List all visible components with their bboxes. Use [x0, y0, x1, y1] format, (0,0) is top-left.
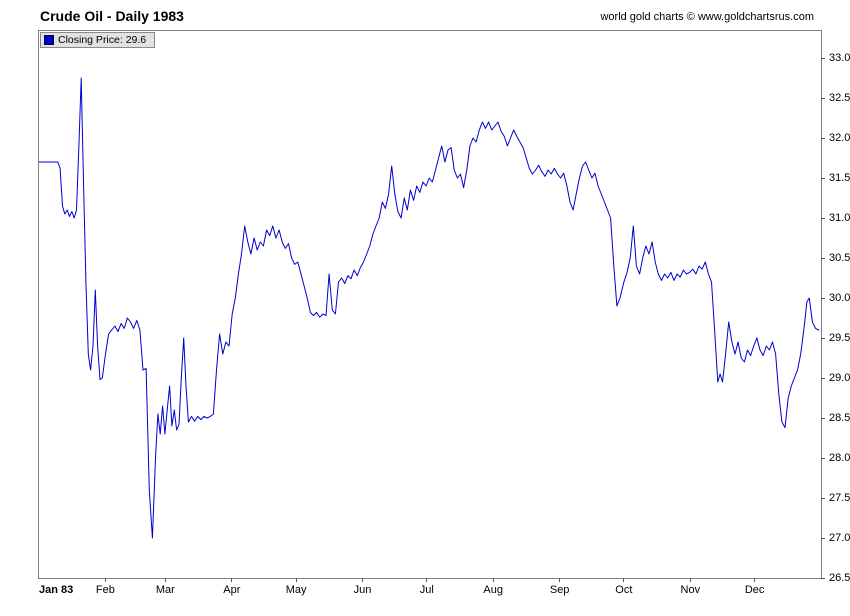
x-tick-mark	[362, 578, 363, 582]
page-title: Crude Oil - Daily 1983	[40, 8, 184, 24]
y-tick-mark	[821, 377, 825, 379]
y-tick-label: 32.0	[829, 132, 850, 144]
y-tick-label: 27.0	[829, 532, 850, 544]
x-tick-mark	[426, 578, 428, 582]
y-tick-mark	[821, 177, 825, 179]
y-tick-mark	[821, 337, 825, 339]
y-tick-label: 30.0	[829, 292, 850, 304]
x-tick-mark	[295, 578, 297, 582]
chart-plot-area: Closing Price: 29.6 26.5 27.0 27.5 28.0 28.5…	[38, 30, 850, 596]
y-tick-mark	[821, 457, 825, 459]
legend-swatch-icon	[44, 35, 54, 45]
y-tick-mark	[821, 417, 825, 419]
y-tick-label: 32.5	[829, 92, 850, 104]
y-tick-mark	[821, 297, 825, 299]
price-line	[39, 77, 820, 539]
attribution-text: world gold charts © www.goldchartsrus.co…	[600, 11, 814, 23]
y-tick-mark	[821, 217, 825, 219]
y-tick-label: 28.5	[829, 412, 850, 424]
x-tick-label: Sep	[549, 584, 570, 596]
legend-label: Closing Price: 29.6	[58, 34, 147, 46]
x-tick-label: Aug	[483, 584, 503, 596]
y-tick-label: 28.0	[829, 452, 850, 464]
y-tick-mark	[821, 257, 825, 259]
y-tick-label: 27.5	[829, 492, 850, 504]
x-tick-label: Apr	[223, 584, 241, 596]
x-tick-label: Jun	[353, 584, 372, 596]
y-tick-mark	[821, 537, 825, 539]
x-tick-mark	[164, 578, 166, 582]
x-tick-label: Dec	[744, 584, 765, 596]
price-chart-svg	[39, 77, 820, 539]
x-tick-label: May	[285, 584, 307, 596]
y-tick-label: 31.0	[829, 212, 850, 224]
y-tick-label: 29.5	[829, 332, 850, 344]
y-tick-mark	[821, 497, 825, 499]
y-tick-label: 26.5	[829, 572, 850, 584]
x-tick-label: Jul	[419, 584, 434, 596]
x-tick-label: Feb	[95, 584, 115, 596]
legend: Closing Price: 29.6	[40, 32, 156, 48]
y-tick-mark	[821, 57, 825, 59]
x-tick-label: Mar	[155, 584, 175, 596]
y-tick-label: 31.5	[829, 172, 850, 184]
x-tick-label: Nov	[680, 584, 701, 596]
x-tick-mark	[104, 578, 106, 582]
y-tick-label: 33.0	[829, 52, 850, 64]
x-tick-mark	[689, 578, 691, 582]
x-tick-mark	[623, 578, 625, 582]
y-tick-mark	[821, 97, 825, 99]
x-tick-label: Oct	[615, 584, 633, 596]
x-tick-mark	[231, 578, 233, 582]
y-tick-mark	[821, 577, 825, 579]
x-tick-mark	[559, 578, 561, 582]
y-tick-mark	[821, 137, 825, 139]
y-tick-label: 30.5	[829, 252, 850, 264]
y-tick-label: 29.0	[829, 372, 850, 384]
x-tick-label: Jan 83	[39, 584, 74, 596]
x-tick-mark	[754, 578, 756, 582]
x-tick-mark	[492, 578, 494, 582]
